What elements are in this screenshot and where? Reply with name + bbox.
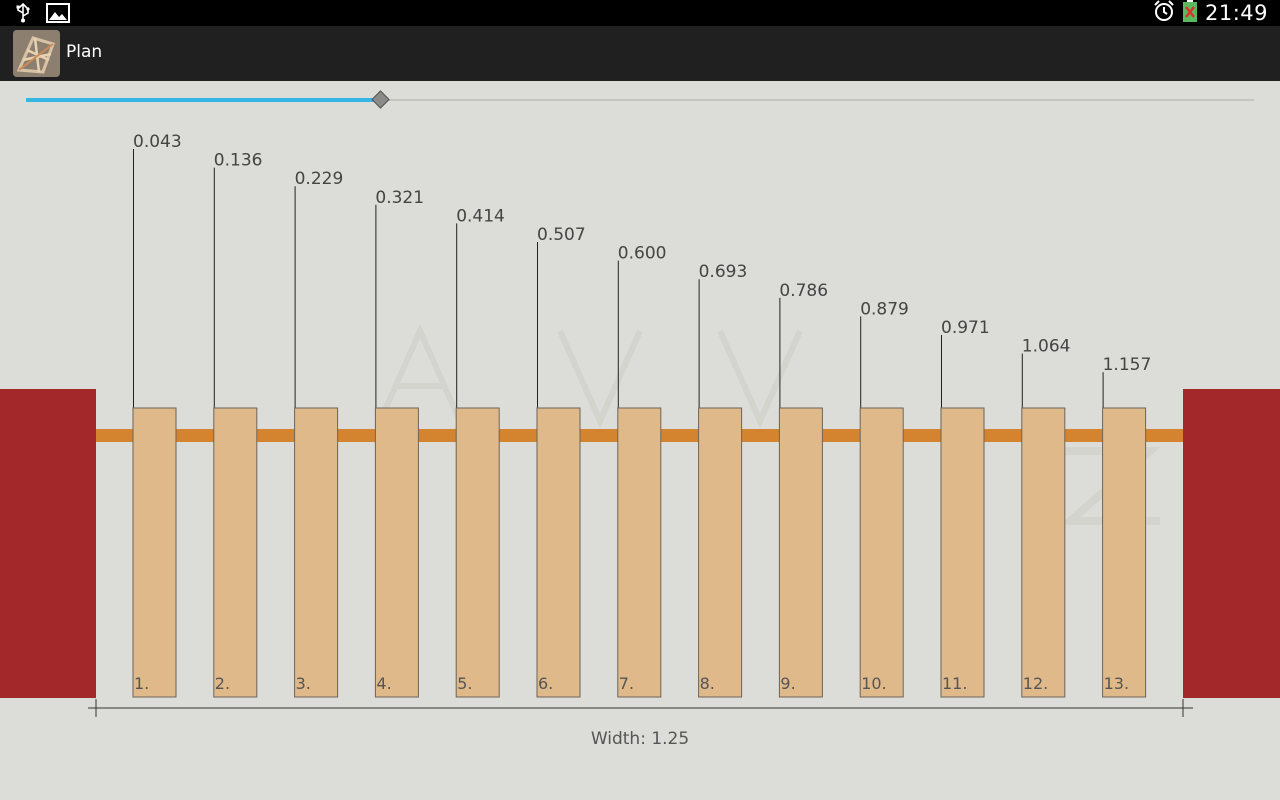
app-title: Plan [66,42,103,62]
post-offset-label: 0.043 [133,132,182,152]
post-number-label: 5. [457,674,472,693]
post-number-label: 12. [1023,674,1048,693]
post-number-label: 10. [861,674,886,693]
slider-fill [26,98,380,102]
post-offset-label: 0.414 [456,206,505,226]
fence-post [132,407,177,698]
post-offset-label: 0.136 [214,151,263,171]
fence-plan-drawing: 0.043 1. 0.136 2. 0.229 3. 0.321 4. 0.414 5. 0.507… [0,132,1280,717]
fence-post [294,407,339,698]
post-offset-label: 0.600 [618,244,667,264]
battery-icon [1182,0,1197,26]
post-number-label: 1. [134,674,149,693]
post-number-label: 3. [296,674,311,693]
post-number-label: 2. [215,674,230,693]
post-offset-label: 0.507 [537,225,586,245]
fence-post [940,407,985,698]
post-offset-label: 1.064 [1022,337,1071,357]
usb-icon [14,2,32,27]
post-offset-label: 0.971 [941,318,990,338]
clock-time: 21:49 [1204,1,1268,25]
left-pillar [0,389,96,698]
fence-post [455,407,500,698]
right-pillar [1183,389,1280,698]
slider-track[interactable] [26,99,1254,101]
fence-post [617,407,662,698]
fence-post [778,407,823,698]
post-number-label: 13. [1104,674,1129,693]
watermark-letter [557,329,803,429]
width-label: Width: 1.25 [590,729,690,749]
fence-post [859,407,904,698]
plan-app-icon[interactable] [13,30,60,77]
post-number-label: 11. [942,674,967,693]
fence-post [374,407,419,698]
fence-post [536,407,581,698]
image-icon [46,3,70,27]
post-offset-label: 0.229 [295,169,344,189]
fence-post [213,407,258,698]
post-offset-label: 0.321 [375,188,424,208]
post-offset-label: 0.786 [779,281,828,301]
post-number-label: 9. [780,674,795,693]
fence-post [698,407,743,698]
post-offset-label: 0.879 [860,299,909,319]
post-number-label: 7. [619,674,634,693]
action-bar: Plan [0,26,1280,81]
fence-post [1021,407,1066,698]
post-offset-label: 1.157 [1103,355,1152,375]
watermark-letter [377,323,463,423]
post-number-label: 8. [700,674,715,693]
plan-canvas: 0.043 1. 0.136 2. 0.229 3. 0.321 4. 0.414 5. 0.507… [0,81,1280,800]
post-number-label: 6. [538,674,553,693]
alarm-icon [1153,0,1175,26]
post-offset-label: 0.693 [699,262,748,282]
post-number-label: 4. [376,674,391,693]
fence-post [1102,407,1147,698]
status-bar: 21:49 [0,0,1280,26]
